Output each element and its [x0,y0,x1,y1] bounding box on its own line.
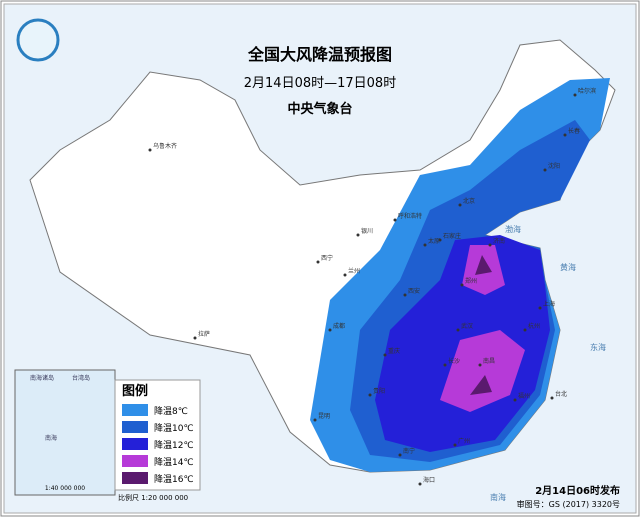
city-label: 台北 [555,390,567,398]
city-dot [453,443,457,447]
city-dot [418,482,422,486]
city-label: 郑州 [465,277,477,285]
city-dot [458,203,462,207]
city-label: 南昌 [483,357,495,365]
legend-label: 降温16℃ [154,473,194,485]
review: 审图号：GS (2017) 3320号 [517,499,620,509]
release: 2月14日06时发布 [535,484,620,497]
city-dot [356,233,360,237]
city-dot [403,293,407,297]
city-label: 成都 [333,322,345,330]
legend-swatch [122,472,148,484]
city-label: 沈阳 [548,162,560,170]
title: 全国大风降温预报图 [247,45,392,64]
city-label: 昆明 [318,413,330,420]
inset-label: 南海 [45,434,57,442]
city-dot [148,148,152,152]
city-label: 哈尔滨 [578,87,596,95]
city-dot [543,168,547,172]
city-dot [368,393,372,397]
city-dot [193,336,197,340]
city-label: 拉萨 [198,330,210,338]
city-dot [573,93,577,97]
legend-swatch [122,455,148,467]
city-dot [456,328,460,332]
scale: 比例尺 1:20 000 000 [118,493,188,502]
city-label: 长沙 [448,357,460,365]
city-dot [393,218,397,222]
city-dot [438,238,442,242]
legend-title: 图例 [122,383,148,399]
city-label: 呼和浩特 [398,212,422,220]
city-label: 西安 [408,287,420,295]
legend-box [114,379,201,491]
city-dot [398,453,402,457]
city-label: 重庆 [388,347,400,355]
city-dot [343,273,347,277]
inset-label: 台湾岛 [72,374,90,382]
inset [14,369,116,496]
agency: 中央气象台 [287,101,352,117]
city-label: 石家庄 [443,232,461,240]
city-label: 南宁 [403,447,415,455]
city-label: 海口 [423,476,435,484]
inset-label: 南海诸岛 [30,374,54,382]
sea-label: 南海 [490,492,506,502]
city-dot [563,133,567,137]
city-dot [328,328,332,332]
city-label: 济南 [493,237,505,245]
city-dot [523,328,527,332]
city-label: 上海 [543,300,555,308]
city-label: 广州 [458,437,470,445]
inset-scale: 1:40 000 000 [45,485,85,492]
legend-swatch [122,421,148,433]
logo [16,18,60,62]
city-dot [538,306,542,310]
legend-label: 降温10℃ [154,422,194,434]
city-label: 长春 [568,127,580,135]
legend-label: 降温12℃ [154,439,194,451]
city-label: 银川 [361,227,373,235]
sea-label: 黄海 [560,262,576,272]
city-label: 北京 [463,197,475,205]
city-label: 杭州 [528,322,540,330]
city-dot [478,363,482,367]
city-dot [513,398,517,402]
sea-label: 东海 [590,342,606,352]
city-label: 太原 [428,237,440,245]
city-label: 兰州 [348,267,360,275]
legend-swatch [122,438,148,450]
city-label: 武汉 [461,322,473,330]
city-dot [550,396,554,400]
city-dot [313,418,317,422]
region-16 [470,255,492,395]
legend-label: 降温8℃ [154,405,188,417]
city-label: 福州 [518,392,530,400]
legend-swatch [122,404,148,416]
city-dot [443,363,447,367]
city-dot [460,283,464,287]
city-label: 西宁 [321,254,333,262]
city-dot [423,243,427,247]
city-dot [488,243,492,247]
city-label: 乌鲁木齐 [153,142,177,150]
city-label: 贵阳 [373,387,385,395]
city-dot [383,353,387,357]
city-dot [316,260,320,264]
subtitle: 2月14日08时—17日08时 [244,76,396,91]
region-14 [440,245,525,412]
sea-label: 渤海 [505,224,521,234]
legend-label: 降温14℃ [154,456,194,468]
